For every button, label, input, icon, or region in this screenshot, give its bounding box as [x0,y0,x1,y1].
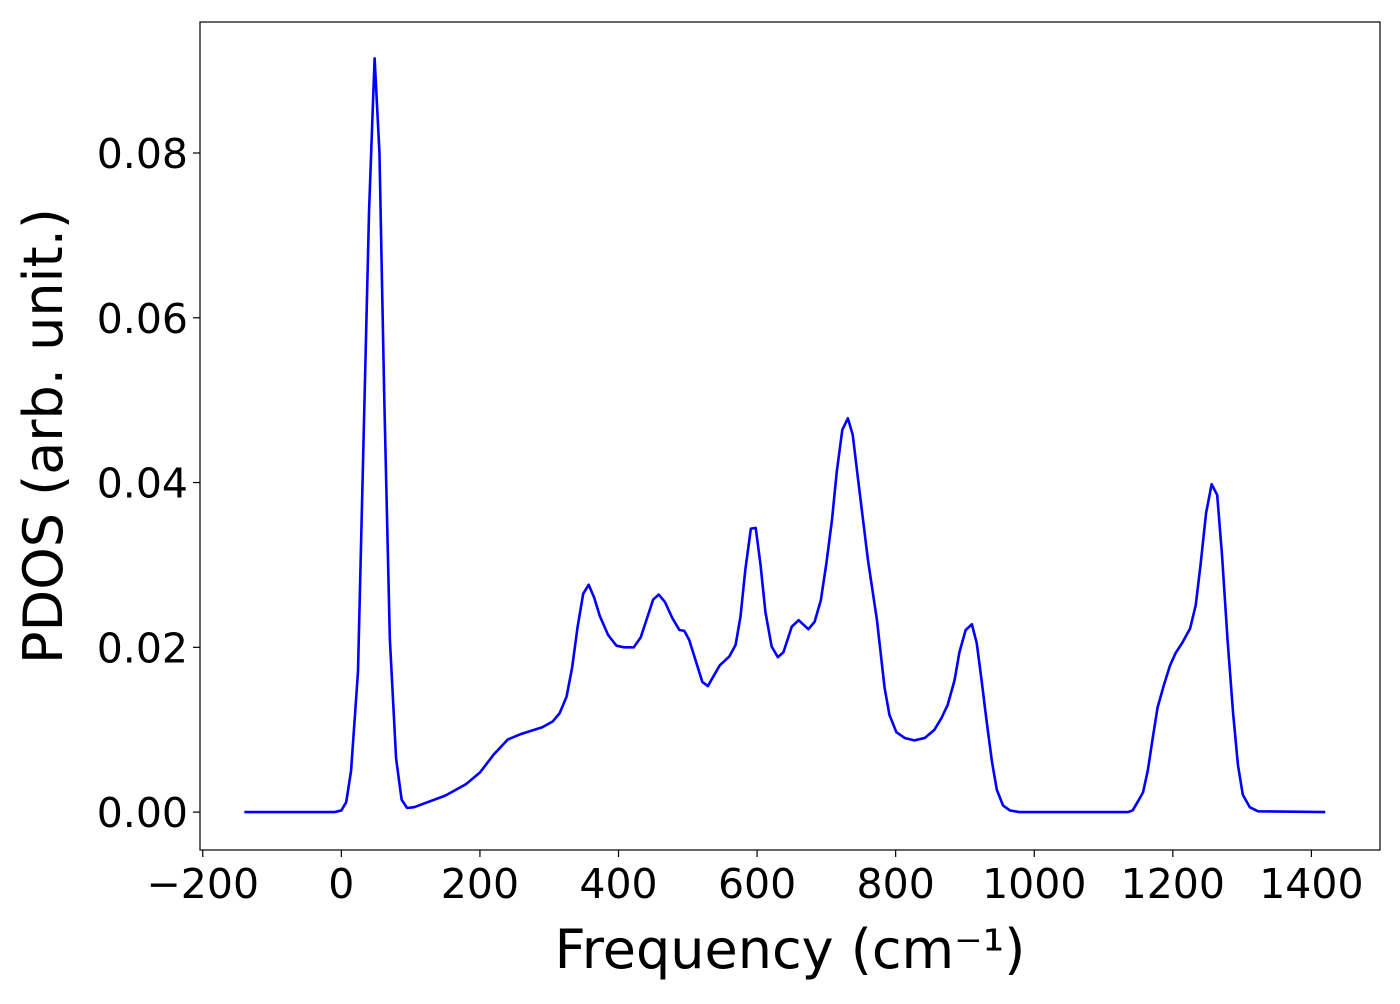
x-tick-label: 400 [579,860,657,908]
y-tick-label: 0.00 [97,789,188,837]
x-tick-label: 1400 [1259,860,1363,908]
y-tick-label: 0.06 [97,295,188,343]
x-tick-label: 800 [857,860,935,908]
x-tick-label: 1000 [982,860,1086,908]
y-axis-label: PDOS (arb. unit.) [12,208,75,664]
x-tick-label: 600 [718,860,796,908]
x-tick-label: 0 [328,860,354,908]
data-line [244,56,1326,814]
y-tick-label: 0.04 [97,460,188,508]
y-tick-label: 0.08 [97,130,188,178]
y-tick-label: 0.02 [97,624,188,672]
x-axis-label: Frequency (cm⁻¹) [555,918,1026,981]
plot-frame [199,21,1381,851]
x-tick-label: 200 [441,860,519,908]
x-tick-label: −200 [146,860,259,908]
x-tick-label: 1200 [1121,860,1225,908]
